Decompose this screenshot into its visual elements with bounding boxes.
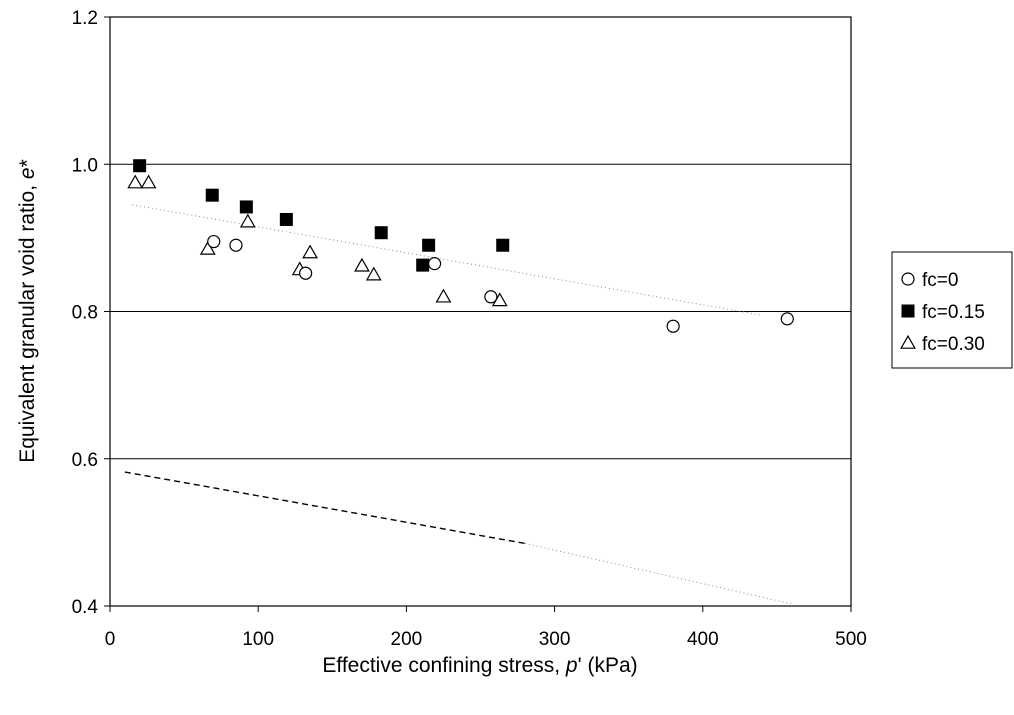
- y-tick-label: 0.4: [72, 597, 99, 618]
- data-point-fc=0.30: [239, 213, 256, 228]
- x-tick-label: 0: [105, 629, 116, 650]
- data-point-fc=0.30: [199, 240, 216, 255]
- data-point-fc=0.30: [127, 174, 144, 189]
- x-tick-label: 100: [242, 629, 274, 650]
- legend: fc=0 fc=0.15 fc=0.30: [891, 251, 1013, 369]
- legend-label: fc=0: [922, 270, 958, 291]
- x-tick-label: 300: [539, 629, 571, 650]
- data-point-fc=0.30: [435, 288, 452, 303]
- data-point-fc=0: [780, 312, 794, 326]
- y-tick-label: 0.8: [72, 303, 98, 324]
- legend-marker-fc=0: [901, 272, 915, 286]
- data-point-fc=0: [484, 290, 498, 304]
- x-tick-label: 200: [391, 629, 423, 650]
- data-point-fc=0.30: [140, 174, 157, 189]
- data-point-fc=0.15: [133, 159, 147, 173]
- data-points: [127, 159, 794, 333]
- y-tick-label: 1.0: [72, 155, 98, 176]
- data-point-fc=0.15: [496, 238, 510, 252]
- data-point-fc=0.15: [416, 258, 430, 272]
- data-point-fc=0.15: [205, 188, 219, 202]
- x-axis: 0 100 200 300 400 500: [105, 606, 867, 650]
- legend-marker-fc=0.15: [901, 304, 915, 318]
- x-tick-label: 400: [687, 629, 719, 650]
- data-point-fc=0.15: [374, 226, 388, 240]
- data-point-fc=0.30: [365, 266, 382, 281]
- data-point-fc=0: [666, 319, 680, 333]
- data-point-fc=0.15: [239, 200, 253, 214]
- x-tick-label: 500: [835, 629, 867, 650]
- y-tick-label: 1.2: [72, 8, 98, 29]
- data-point-fc=0: [229, 238, 243, 252]
- y-axis-title: Equivalent granular void ratio, e*: [16, 159, 39, 463]
- legend-marker-fc=0.30: [900, 334, 916, 349]
- data-point-fc=0.15: [422, 238, 436, 252]
- y-tick-label: 0.6: [72, 450, 98, 471]
- legend-label: fc=0.30: [922, 334, 985, 355]
- trend-line: [132, 204, 763, 316]
- y-axis: 0.4 0.6 0.8 1.0 1.2: [72, 8, 110, 618]
- grid: [110, 163, 851, 460]
- trend-line: [524, 542, 792, 605]
- x-axis-title: Effective confining stress, p' (kPa): [322, 654, 637, 677]
- data-point-fc=0.30: [302, 244, 319, 259]
- data-point-fc=0: [207, 234, 221, 249]
- data-point-fc=0.30: [354, 257, 370, 272]
- trend-lines: [124, 204, 792, 605]
- data-point-fc=0: [427, 257, 442, 271]
- data-point-fc=0.15: [279, 212, 293, 226]
- legend-label: fc=0.15: [922, 302, 985, 323]
- data-point-fc=0: [299, 266, 313, 280]
- trend-line: [124, 471, 526, 545]
